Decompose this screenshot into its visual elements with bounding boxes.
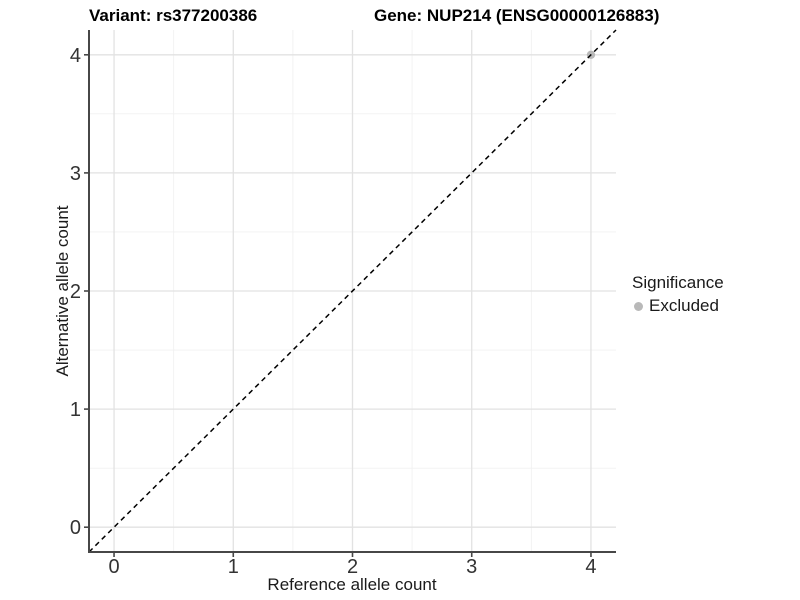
- legend-title: Significance: [632, 273, 724, 292]
- svg-text:4: 4: [585, 556, 596, 578]
- legend: Significance Excluded: [632, 273, 724, 316]
- svg-text:1: 1: [228, 556, 239, 578]
- svg-text:1: 1: [70, 399, 81, 421]
- excluded-point-icon: [634, 301, 643, 311]
- svg-text:4: 4: [70, 45, 81, 67]
- x-tick-labels: 0 1 2 3 4: [108, 556, 596, 578]
- svg-text:3: 3: [466, 556, 477, 578]
- variant-title: Variant: rs377200386: [89, 6, 258, 25]
- svg-text:2: 2: [347, 556, 358, 578]
- svg-text:3: 3: [70, 163, 81, 185]
- svg-text:0: 0: [108, 556, 119, 578]
- svg-text:0: 0: [70, 517, 81, 539]
- legend-item-excluded: Excluded: [632, 296, 724, 316]
- identity-line: [88, 29, 617, 553]
- y-tick-labels: 0 1 2 3 4: [70, 45, 81, 539]
- y-axis-title: Alternative allele count: [53, 205, 72, 377]
- tick-marks: [84, 54, 592, 557]
- svg-text:2: 2: [70, 281, 81, 303]
- legend-item-label: Excluded: [649, 296, 719, 315]
- gene-title: Gene: NUP214 (ENSG00000126883): [374, 6, 660, 25]
- x-axis-title: Reference allele count: [267, 575, 437, 594]
